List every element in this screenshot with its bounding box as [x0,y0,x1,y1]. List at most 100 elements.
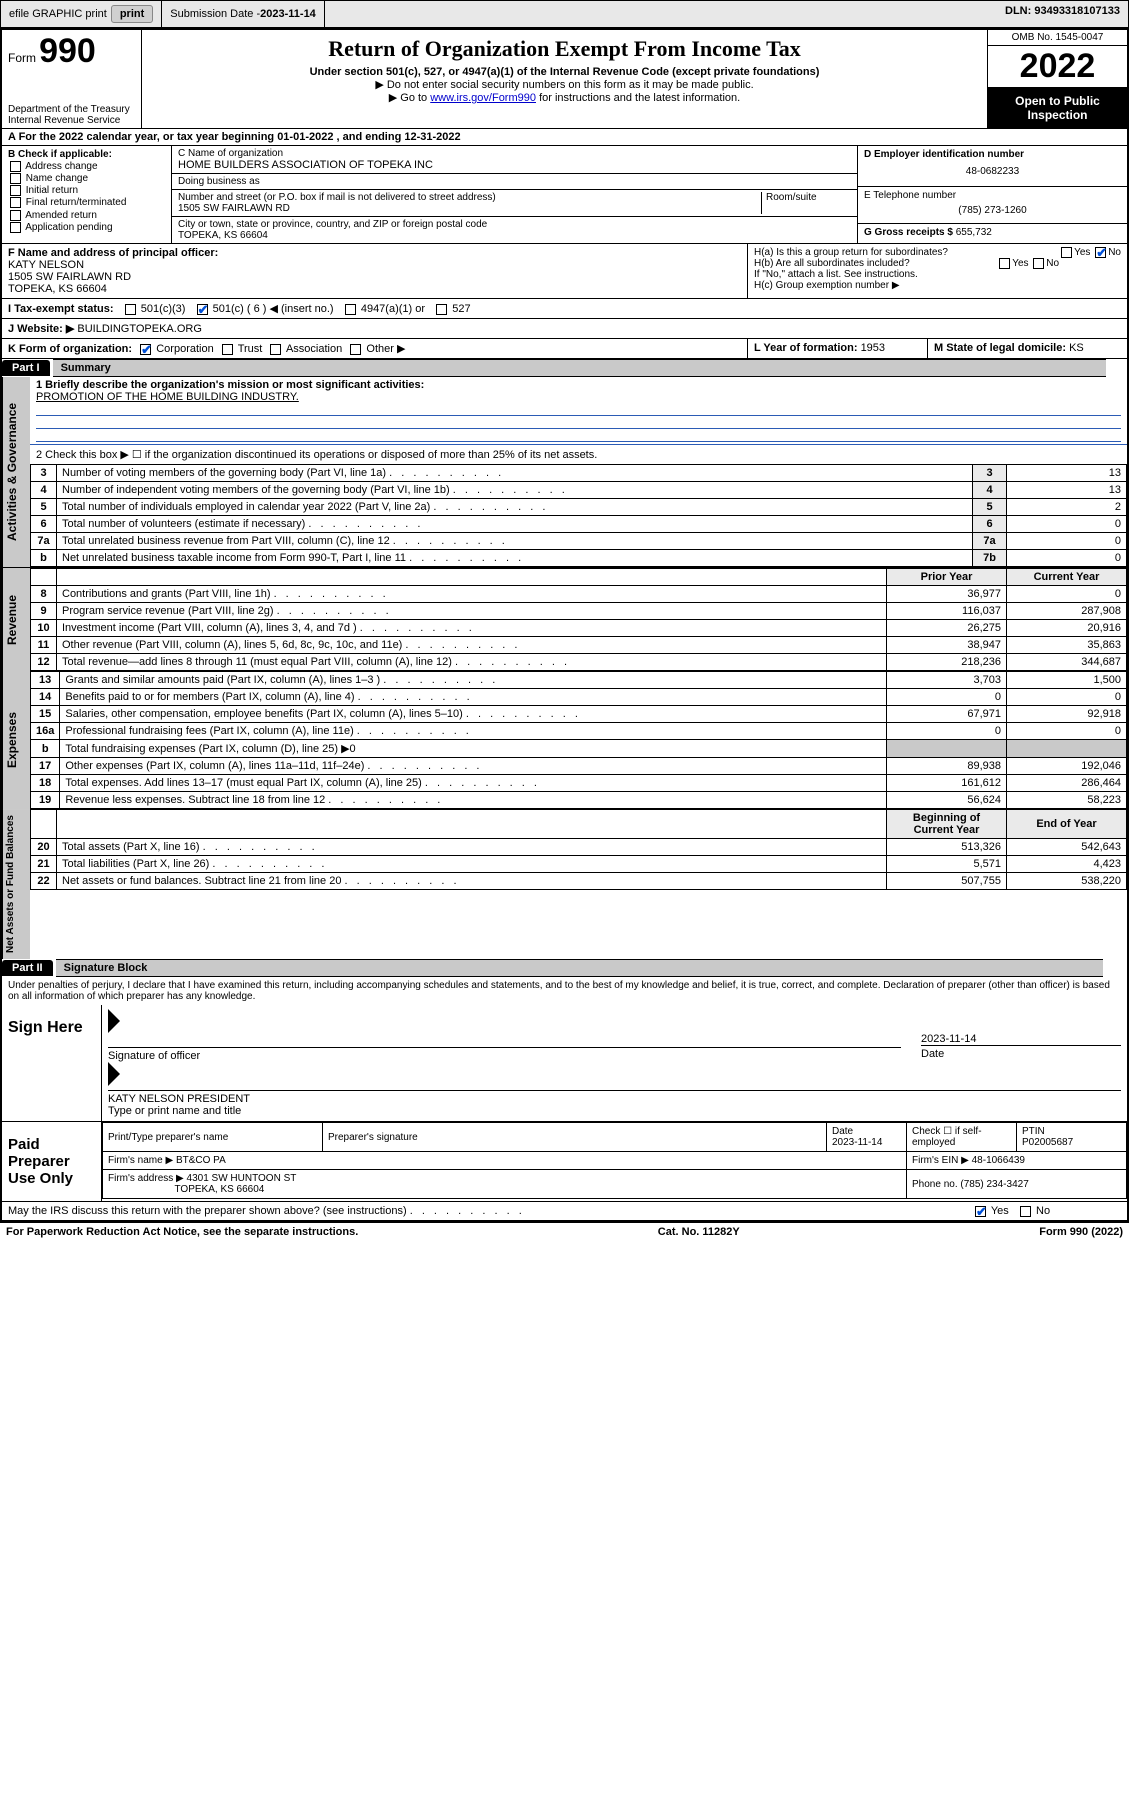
sig-date: 2023-11-14 [921,1033,1121,1045]
submission-date: 2023-11-14 [260,8,316,20]
curr-val: 344,687 [1007,654,1127,671]
prep-sig-col: Preparer's signature [323,1123,827,1152]
irs-link[interactable]: www.irs.gov/Form990 [430,92,536,104]
cb-discuss-no[interactable] [1020,1206,1031,1217]
firm-ein-cell: Firm's EIN ▶ 48-1066439 [907,1152,1127,1170]
cb-amended-return[interactable]: Amended return [8,210,165,221]
cb-hb-no[interactable] [1033,258,1044,269]
open-inspection: Open to Public Inspection [988,88,1127,128]
ein-label: D Employer identification number [864,149,1024,160]
q2-text: 2 Check this box ▶ ☐ if the organization… [30,445,1127,464]
table-row: 8Contributions and grants (Part VIII, li… [31,586,1127,603]
prior-val: 67,971 [887,706,1007,723]
cb-discuss-yes[interactable] [975,1206,986,1217]
cb-501c[interactable] [197,304,208,315]
line-ans: 5 [973,499,1007,516]
line-num: 10 [31,620,57,637]
cb-hb-yes[interactable] [999,258,1010,269]
title-cell: Return of Organization Exempt From Incom… [142,30,987,128]
form-number-cell: Form 990 Department of the Treasury Inte… [2,30,142,128]
preparer-table: Print/Type preparer's name Preparer's si… [102,1122,1127,1199]
discuss-yesno: Yes No [967,1202,1127,1220]
line-ans: 6 [973,516,1007,533]
room-suite: Room/suite [761,192,851,214]
form-word: Form [8,51,36,65]
website-label: J Website: ▶ [8,323,77,335]
note2-post: for instructions and the latest informat… [539,92,740,104]
line-desc: Contributions and grants (Part VIII, lin… [57,586,887,603]
dln-seg: DLN: 93493318107133 [997,1,1128,27]
cb-final-return[interactable]: Final return/terminated [8,197,165,208]
line-num: 20 [31,839,57,856]
cb-corp[interactable] [140,344,151,355]
cb-501c3[interactable] [125,304,136,315]
curr-val: 286,464 [1007,775,1127,792]
part-ii-title: Signature Block [56,959,1103,977]
section-governance: Activities & Governance 1 Briefly descri… [2,377,1127,567]
line-ans: 3 [973,465,1007,482]
cb-application-pending[interactable]: Application pending [8,222,165,233]
eoy-hdr: End of Year [1007,810,1127,839]
cb-address-change[interactable]: Address change [8,161,165,172]
form-note1: ▶ Do not enter social security numbers o… [150,78,979,91]
prior-val [887,740,1007,758]
cb-ha-yes[interactable] [1061,247,1072,258]
prior-val: 38,947 [887,637,1007,654]
table-row: 21Total liabilities (Part X, line 26) 5,… [31,856,1127,873]
line-desc: Net assets or fund balances. Subtract li… [57,873,887,890]
sign-here-body: Signature of officer 2023-11-14 Date KAT… [102,1005,1127,1121]
footer-left: For Paperwork Reduction Act Notice, see … [6,1226,358,1238]
line-num: b [31,740,60,758]
line-desc: Program service revenue (Part VIII, line… [57,603,887,620]
curr-val: 58,223 [1007,792,1127,809]
form-of-org: K Form of organization: Corporation Trus… [2,339,747,358]
cb-trust[interactable] [222,344,233,355]
prior-val: 0 [887,723,1007,740]
section-expenses: Expenses 13Grants and similar amounts pa… [2,671,1127,809]
paid-preparer-label: Paid Preparer Use Only [2,1122,102,1201]
perjury-declaration: Under penalties of perjury, I declare th… [2,977,1127,1005]
cb-initial-return[interactable]: Initial return [8,185,165,196]
cb-assoc[interactable] [270,344,281,355]
cb-4947[interactable] [345,304,356,315]
table-row: 19Revenue less expenses. Subtract line 1… [31,792,1127,809]
h-a: H(a) Is this a group return for subordin… [754,247,1121,258]
cb-ha-no[interactable] [1095,247,1106,258]
table-row: bTotal fundraising expenses (Part IX, co… [31,740,1127,758]
ein-value: 48-0682233 [864,160,1121,183]
governance-table: 3Number of voting members of the governi… [30,464,1127,567]
table-row: 5Total number of individuals employed in… [31,499,1127,516]
omb-number: OMB No. 1545-0047 [988,30,1127,46]
curr-val: 92,918 [1007,706,1127,723]
line-ans: 7b [973,550,1007,567]
entity-grid: B Check if applicable: Address change Na… [2,146,1127,244]
gross-box: G Gross receipts $ 655,732 [858,224,1127,241]
print-button[interactable]: print [111,5,153,23]
curr-val: 538,220 [1007,873,1127,890]
efile-text: efile GRAPHIC print [9,8,107,20]
prior-val: 161,612 [887,775,1007,792]
note2-pre: ▶ Go to [389,92,430,104]
officer-street: 1505 SW FAIRLAWN RD [8,271,131,283]
submission-seg: Submission Date - 2023-11-14 [162,1,325,27]
line-num: 9 [31,603,57,620]
cb-other[interactable] [350,344,361,355]
sig-arrow-icon-2 [108,1062,120,1086]
sig-arrow-icon [108,1009,120,1033]
curr-val: 542,643 [1007,839,1127,856]
cb-name-change[interactable]: Name change [8,173,165,184]
netassets-table: Beginning of Current Year End of Year 20… [30,809,1127,890]
ein-box: D Employer identification number 48-0682… [858,146,1127,187]
street-value: 1505 SW FAIRLAWN RD [178,203,761,214]
cb-527[interactable] [436,304,447,315]
line-desc: Benefits paid to or for members (Part IX… [60,689,887,706]
prior-val: 3,703 [887,672,1007,689]
website-value: BUILDINGTOPEKA.ORG [77,323,202,335]
line-desc: Total assets (Part X, line 16) [57,839,887,856]
box-d-e-g: D Employer identification number 48-0682… [857,146,1127,243]
tax-exempt-status: I Tax-exempt status: 501(c)(3) 501(c) ( … [2,299,1127,318]
submission-label: Submission Date - [170,8,260,20]
line-num: 19 [31,792,60,809]
prior-val: 513,326 [887,839,1007,856]
table-row: 15Salaries, other compensation, employee… [31,706,1127,723]
